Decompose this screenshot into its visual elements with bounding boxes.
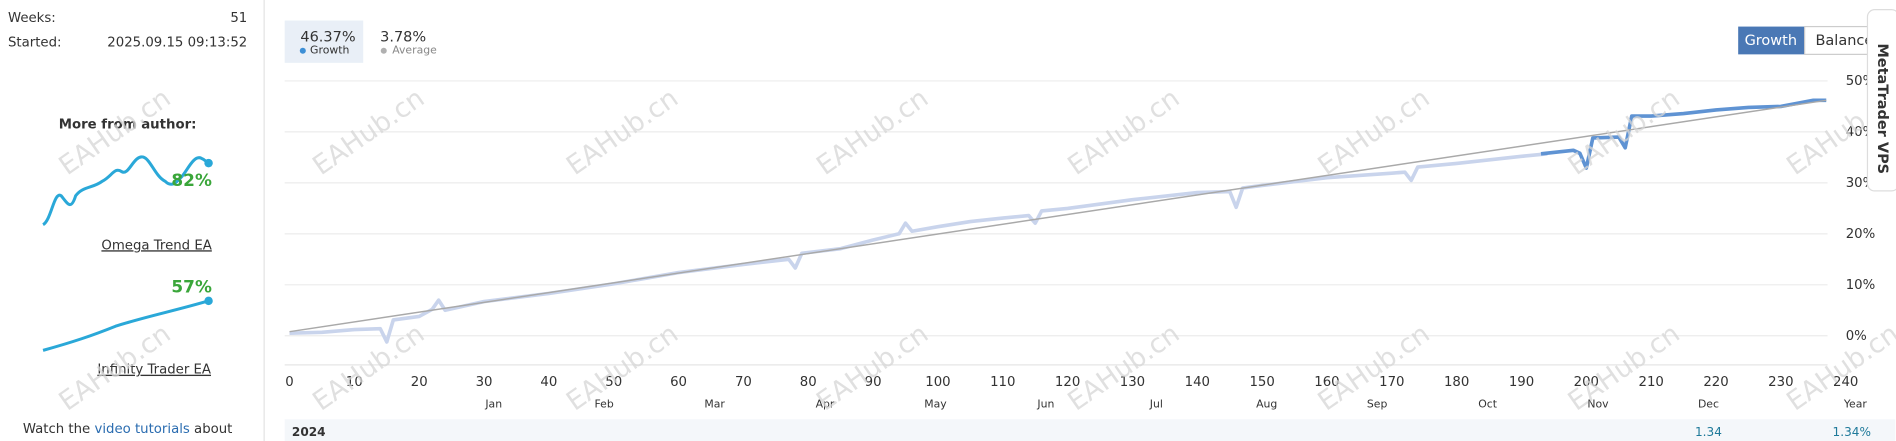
x-tick-label: 60 — [670, 375, 687, 390]
sparkline — [42, 299, 209, 352]
x-tick-label: 140 — [1185, 375, 1210, 390]
x-tick-label: 170 — [1379, 375, 1404, 390]
footer-link[interactable]: video tutorials — [94, 422, 189, 437]
x-tick-label: 110 — [990, 375, 1015, 390]
watermark: EAHub.cn — [1562, 318, 1685, 417]
stat-label: Started: — [8, 35, 62, 50]
x-tick-label: 190 — [1509, 375, 1534, 390]
watermark: EAHub.cn — [811, 318, 934, 417]
tab-label: Growth — [310, 44, 349, 57]
x-tick-label: 150 — [1249, 375, 1274, 390]
y-tick-label: 20% — [1846, 227, 1876, 242]
table-header: Dec — [1698, 398, 1719, 411]
button-label: Balance — [1816, 33, 1874, 49]
line-series — [289, 152, 1548, 344]
product-growth: 82% — [171, 170, 212, 190]
table-cell: 1.34% — [1833, 425, 1871, 439]
footer-part: about — [194, 422, 232, 437]
x-tick-label: 70 — [735, 375, 752, 390]
tab-dot — [299, 47, 306, 54]
tab-value: 3.78% — [380, 29, 426, 45]
x-tick-label: 20 — [411, 375, 428, 390]
sparkline-dot — [204, 296, 213, 306]
x-tick-label: 160 — [1314, 375, 1339, 390]
side-tab[interactable] — [1866, 9, 1896, 192]
more-title: More from author: — [59, 117, 197, 132]
tab-value: 46.37% — [300, 29, 355, 45]
stat-value: 2025.09.15 09:13:52 — [107, 35, 247, 50]
x-tick-label: 200 — [1574, 375, 1599, 390]
table-header: Jan — [484, 398, 502, 411]
x-tick-label: 10 — [346, 375, 363, 390]
table-header: Aug — [1256, 398, 1277, 411]
line-series — [289, 99, 1827, 333]
x-tick-label: 210 — [1639, 375, 1664, 390]
table-year: 2024 — [292, 425, 326, 439]
table-header: Year — [1843, 398, 1868, 411]
table-header: Jul — [1149, 398, 1163, 411]
button-label: Growth — [1745, 33, 1797, 49]
y-tick-label: 10% — [1846, 278, 1876, 293]
table-header: Mar — [704, 398, 725, 411]
table-header: May — [924, 398, 947, 411]
footer-part: Watch the — [23, 422, 90, 437]
x-tick-label: 100 — [925, 375, 950, 390]
x-tick-label: 220 — [1703, 375, 1728, 390]
x-tick-label: 240 — [1833, 375, 1858, 390]
watermark: EAHub.cn — [561, 318, 684, 417]
tab-label: Average — [392, 44, 437, 57]
product-link[interactable]: Infinity Trader EA — [97, 363, 211, 378]
sidebar — [0, 0, 265, 441]
tab-dot — [380, 47, 387, 54]
button-active[interactable] — [1738, 26, 1805, 55]
tab-active[interactable] — [284, 20, 364, 63]
table-row — [284, 419, 1896, 441]
watermarks: EAHub.cn EAHub.cn EAHub.cn EAHub.cn EAHub.cn… — [53, 83, 1896, 418]
side-tab-label: MetaTrader VPS — [1874, 43, 1890, 174]
footer-text: Watch the video tutorials about — [23, 422, 233, 437]
x-tick-label: 0 — [285, 375, 293, 390]
x-tick-label: 80 — [800, 375, 817, 390]
table-header: Oct — [1478, 398, 1497, 411]
x-tick-label: 120 — [1055, 375, 1080, 390]
x-tick-label: 230 — [1768, 375, 1793, 390]
table-header: Sep — [1367, 398, 1388, 411]
x-tick-label: 30 — [476, 375, 493, 390]
product-growth: 57% — [171, 277, 212, 297]
product-link[interactable]: Omega Trend EA — [101, 238, 211, 253]
watermark: EAHub.cn — [1781, 318, 1896, 417]
sparkline-dot — [204, 158, 213, 168]
table-header: Feb — [595, 398, 614, 411]
x-tick-label: 40 — [540, 375, 557, 390]
sparkline — [42, 155, 210, 227]
x-tick-label: 130 — [1120, 375, 1145, 390]
stat-value: 51 — [230, 11, 247, 26]
table-header: Jun — [1036, 398, 1054, 411]
x-tick-label: 90 — [865, 375, 882, 390]
y-tick-label: 0% — [1846, 329, 1867, 344]
stat-label: Weeks: — [8, 11, 56, 26]
x-tick-label: 50 — [605, 375, 622, 390]
table-header: Apr — [816, 398, 835, 411]
table-cell: 1.34 — [1695, 425, 1722, 439]
line-series — [1540, 98, 1827, 170]
x-tick-label: 180 — [1444, 375, 1469, 390]
table-header: Nov — [1587, 398, 1609, 411]
watermark: EAHub.cn — [1062, 318, 1185, 417]
